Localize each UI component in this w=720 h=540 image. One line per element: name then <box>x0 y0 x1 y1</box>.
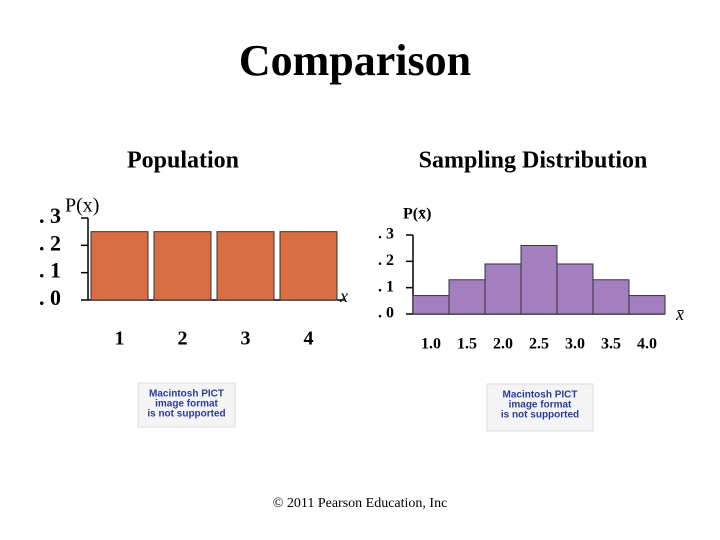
y-axis-label: P(x) <box>65 195 99 217</box>
y-tick-label: . 3 <box>39 203 61 228</box>
slide-title: Comparison <box>239 36 471 85</box>
x-tick-label: 1.5 <box>457 336 477 353</box>
y-tick-label: . 1 <box>378 278 394 295</box>
bar <box>90 231 149 301</box>
bar <box>520 245 558 315</box>
x-tick-label: 3 <box>241 328 251 350</box>
x-axis-label: x <box>339 286 348 306</box>
footer: © 2011 Pearson Education, Inc <box>273 496 448 511</box>
bar <box>628 295 666 315</box>
x-tick-label: 3.0 <box>565 336 585 353</box>
x-tick-label: 2.0 <box>493 336 513 353</box>
image-placeholder <box>486 383 594 432</box>
y-axis-label: P(x̄) <box>403 206 431 223</box>
bar <box>556 263 594 315</box>
placeholder-text: is not supported <box>147 409 225 420</box>
bar <box>153 231 212 301</box>
x-axis-label: x̄ <box>675 304 684 324</box>
bar <box>216 231 275 301</box>
x-tick-label: 2 <box>178 328 188 350</box>
y-tick-label: . 0 <box>39 285 61 310</box>
x-tick-label: 3.5 <box>601 336 621 353</box>
placeholder-text: is not supported <box>501 410 579 421</box>
y-tick-label: . 3 <box>378 226 394 243</box>
chart-title: Sampling Distribution <box>419 148 648 174</box>
y-tick-label: . 1 <box>39 258 61 283</box>
placeholder-text: image format <box>509 400 572 411</box>
placeholder-text: Macintosh PICT <box>502 390 577 401</box>
bar <box>412 295 450 315</box>
x-tick-label: 4 <box>304 328 314 350</box>
bar <box>279 231 338 301</box>
y-tick-label: . 0 <box>378 305 394 322</box>
y-tick-label: . 2 <box>378 252 394 269</box>
chart-title: Population <box>127 148 239 174</box>
x-tick-label: 4.0 <box>637 336 657 353</box>
bar <box>448 279 486 315</box>
x-tick-label: 2.5 <box>529 336 549 353</box>
bar <box>484 263 522 315</box>
y-tick-label: . 2 <box>39 230 61 255</box>
placeholder-text: image format <box>155 399 218 410</box>
image-placeholder <box>137 382 236 428</box>
x-tick-label: 1 <box>115 328 125 350</box>
x-tick-label: 1.0 <box>421 336 441 353</box>
placeholder-text: Macintosh PICT <box>149 389 224 400</box>
bar <box>592 279 630 315</box>
